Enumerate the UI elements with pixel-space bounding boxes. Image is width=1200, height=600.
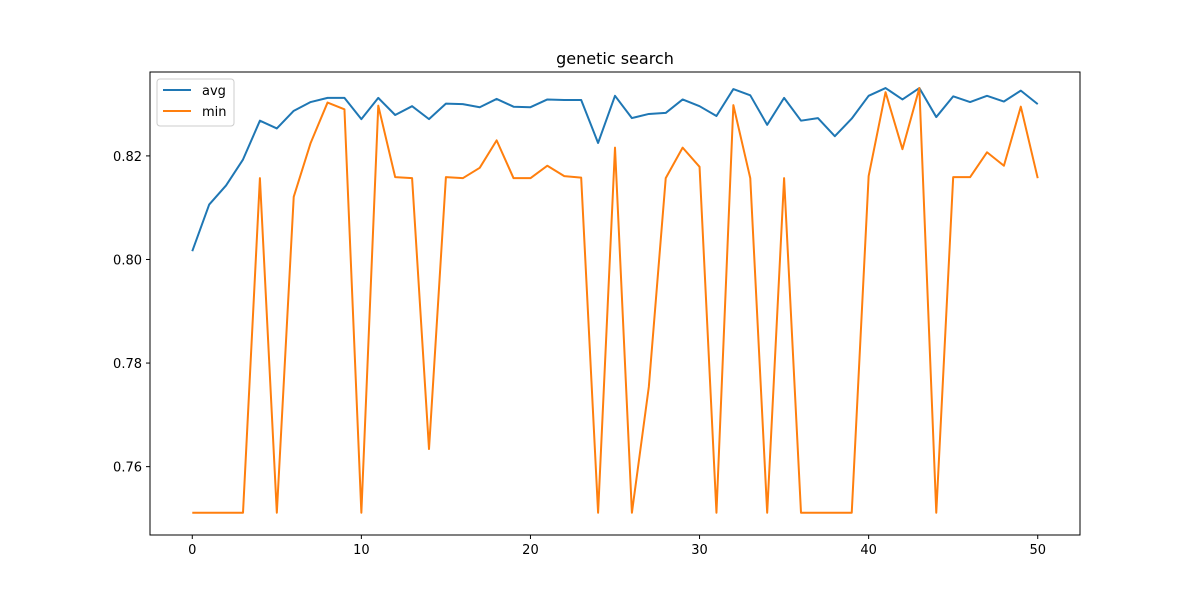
series-line-min: [192, 87, 1039, 514]
y-tick-label: 0.76: [113, 461, 142, 476]
y-tick-label: 0.78: [113, 357, 142, 372]
legend-label-avg: avg: [202, 84, 226, 99]
y-tick-label: 0.82: [113, 150, 142, 165]
series-line-avg: [191, 87, 1039, 252]
x-tick-label: 30: [691, 543, 708, 558]
y-axis: 0.76 0.78 0.80 0.82: [113, 150, 150, 476]
x-tick-label: 50: [1029, 543, 1046, 558]
x-axis: 0 10 20 30 40 50: [188, 535, 1046, 558]
x-tick-label: 10: [353, 543, 370, 558]
plot-area-frame: [149, 71, 1081, 536]
x-tick-label: 40: [860, 543, 877, 558]
x-tick-label: 0: [188, 543, 196, 558]
y-tick-label: 0.80: [113, 253, 142, 268]
chart-title: genetic search: [556, 49, 674, 68]
series-layer: [191, 87, 1039, 514]
x-tick-label: 20: [522, 543, 539, 558]
legend: avg min: [156, 78, 235, 127]
legend-label-min: min: [202, 105, 227, 120]
